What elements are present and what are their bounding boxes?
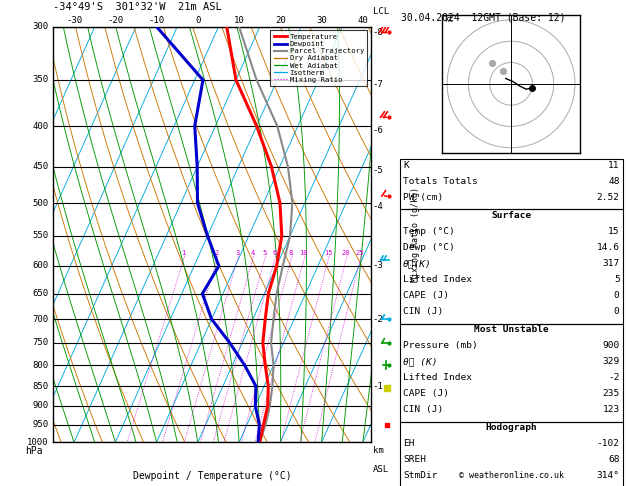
Text: -5: -5 bbox=[373, 166, 384, 175]
Text: 750: 750 bbox=[33, 338, 48, 347]
Text: Lifted Index: Lifted Index bbox=[403, 373, 472, 382]
Text: hPa: hPa bbox=[25, 447, 43, 456]
Text: 5: 5 bbox=[262, 250, 267, 256]
Text: 329: 329 bbox=[603, 357, 620, 366]
Text: 2.52: 2.52 bbox=[596, 193, 620, 202]
Text: Surface: Surface bbox=[491, 211, 532, 220]
Text: 25: 25 bbox=[356, 250, 364, 256]
Text: 15: 15 bbox=[608, 227, 620, 236]
Text: -4: -4 bbox=[373, 202, 384, 211]
Text: 650: 650 bbox=[33, 289, 48, 298]
Text: θᴇ (K): θᴇ (K) bbox=[403, 357, 438, 366]
Text: 123: 123 bbox=[603, 405, 620, 415]
Text: 600: 600 bbox=[33, 261, 48, 270]
Text: 30: 30 bbox=[316, 17, 327, 25]
Text: Dewp (°C): Dewp (°C) bbox=[403, 243, 455, 252]
Text: 2: 2 bbox=[214, 250, 219, 256]
Text: θᴇ(K): θᴇ(K) bbox=[403, 259, 432, 268]
Text: kt: kt bbox=[444, 15, 453, 24]
Text: EH: EH bbox=[403, 439, 415, 449]
Text: 235: 235 bbox=[603, 389, 620, 399]
Text: ASL: ASL bbox=[373, 465, 389, 474]
Text: 800: 800 bbox=[33, 361, 48, 370]
Text: © weatheronline.co.uk: © weatheronline.co.uk bbox=[459, 471, 564, 480]
Text: 68: 68 bbox=[608, 455, 620, 465]
Text: 10: 10 bbox=[234, 17, 245, 25]
Text: -2: -2 bbox=[373, 314, 384, 324]
Text: 350: 350 bbox=[33, 75, 48, 85]
Text: 900: 900 bbox=[33, 401, 48, 410]
Text: 15: 15 bbox=[324, 250, 332, 256]
Text: K: K bbox=[403, 161, 409, 170]
Text: 20: 20 bbox=[342, 250, 350, 256]
Text: 8: 8 bbox=[289, 250, 293, 256]
Text: -34°49'S  301°32'W  21m ASL: -34°49'S 301°32'W 21m ASL bbox=[53, 2, 222, 12]
Text: 3: 3 bbox=[235, 250, 240, 256]
Text: PW (cm): PW (cm) bbox=[403, 193, 443, 202]
Text: Totals Totals: Totals Totals bbox=[403, 177, 478, 186]
Text: -8: -8 bbox=[373, 28, 384, 37]
Text: Dewpoint / Temperature (°C): Dewpoint / Temperature (°C) bbox=[133, 471, 292, 481]
Text: CAPE (J): CAPE (J) bbox=[403, 291, 449, 300]
Text: 700: 700 bbox=[33, 314, 48, 324]
Text: 317: 317 bbox=[603, 259, 620, 268]
Text: 6: 6 bbox=[272, 250, 277, 256]
Text: 550: 550 bbox=[33, 231, 48, 241]
Text: -1: -1 bbox=[373, 382, 384, 391]
Text: CIN (J): CIN (J) bbox=[403, 405, 443, 415]
Text: -6: -6 bbox=[373, 126, 384, 135]
Text: CIN (J): CIN (J) bbox=[403, 307, 443, 316]
Text: km: km bbox=[373, 447, 384, 455]
Text: 900: 900 bbox=[603, 341, 620, 350]
Text: 20: 20 bbox=[275, 17, 286, 25]
Text: 850: 850 bbox=[33, 382, 48, 391]
Text: 11: 11 bbox=[608, 161, 620, 170]
Text: -7: -7 bbox=[373, 80, 384, 89]
Text: 14.6: 14.6 bbox=[596, 243, 620, 252]
Text: SREH: SREH bbox=[403, 455, 426, 465]
Legend: Temperature, Dewpoint, Parcel Trajectory, Dry Adiabat, Wet Adiabat, Isotherm, Mi: Temperature, Dewpoint, Parcel Trajectory… bbox=[270, 30, 367, 87]
Text: 48: 48 bbox=[608, 177, 620, 186]
Text: Most Unstable: Most Unstable bbox=[474, 325, 548, 334]
Text: 500: 500 bbox=[33, 199, 48, 208]
Text: Hodograph: Hodograph bbox=[486, 423, 537, 433]
Text: 0: 0 bbox=[614, 291, 620, 300]
Text: 450: 450 bbox=[33, 162, 48, 171]
Text: 0: 0 bbox=[195, 17, 201, 25]
Text: -20: -20 bbox=[108, 17, 123, 25]
Text: StmDir: StmDir bbox=[403, 471, 438, 481]
Text: 314°: 314° bbox=[596, 471, 620, 481]
Text: 400: 400 bbox=[33, 122, 48, 131]
Text: -30: -30 bbox=[66, 17, 82, 25]
Text: LCL: LCL bbox=[373, 7, 389, 17]
Text: -102: -102 bbox=[596, 439, 620, 449]
Text: CAPE (J): CAPE (J) bbox=[403, 389, 449, 399]
Text: -3: -3 bbox=[373, 261, 384, 270]
Text: 4: 4 bbox=[250, 250, 255, 256]
Text: 30.04.2024  12GMT (Base: 12): 30.04.2024 12GMT (Base: 12) bbox=[401, 12, 566, 22]
Text: 10: 10 bbox=[299, 250, 308, 256]
Text: 5: 5 bbox=[614, 275, 620, 284]
Text: Temp (°C): Temp (°C) bbox=[403, 227, 455, 236]
Text: 1: 1 bbox=[181, 250, 186, 256]
Text: 950: 950 bbox=[33, 420, 48, 429]
Text: 300: 300 bbox=[33, 22, 48, 31]
Text: 0: 0 bbox=[614, 307, 620, 316]
Text: -10: -10 bbox=[148, 17, 165, 25]
Text: 40: 40 bbox=[357, 17, 368, 25]
Text: -2: -2 bbox=[608, 373, 620, 382]
Text: 1000: 1000 bbox=[27, 438, 48, 447]
Text: Pressure (mb): Pressure (mb) bbox=[403, 341, 478, 350]
Text: Mixing Ratio (g/kg): Mixing Ratio (g/kg) bbox=[411, 187, 420, 282]
Text: Lifted Index: Lifted Index bbox=[403, 275, 472, 284]
